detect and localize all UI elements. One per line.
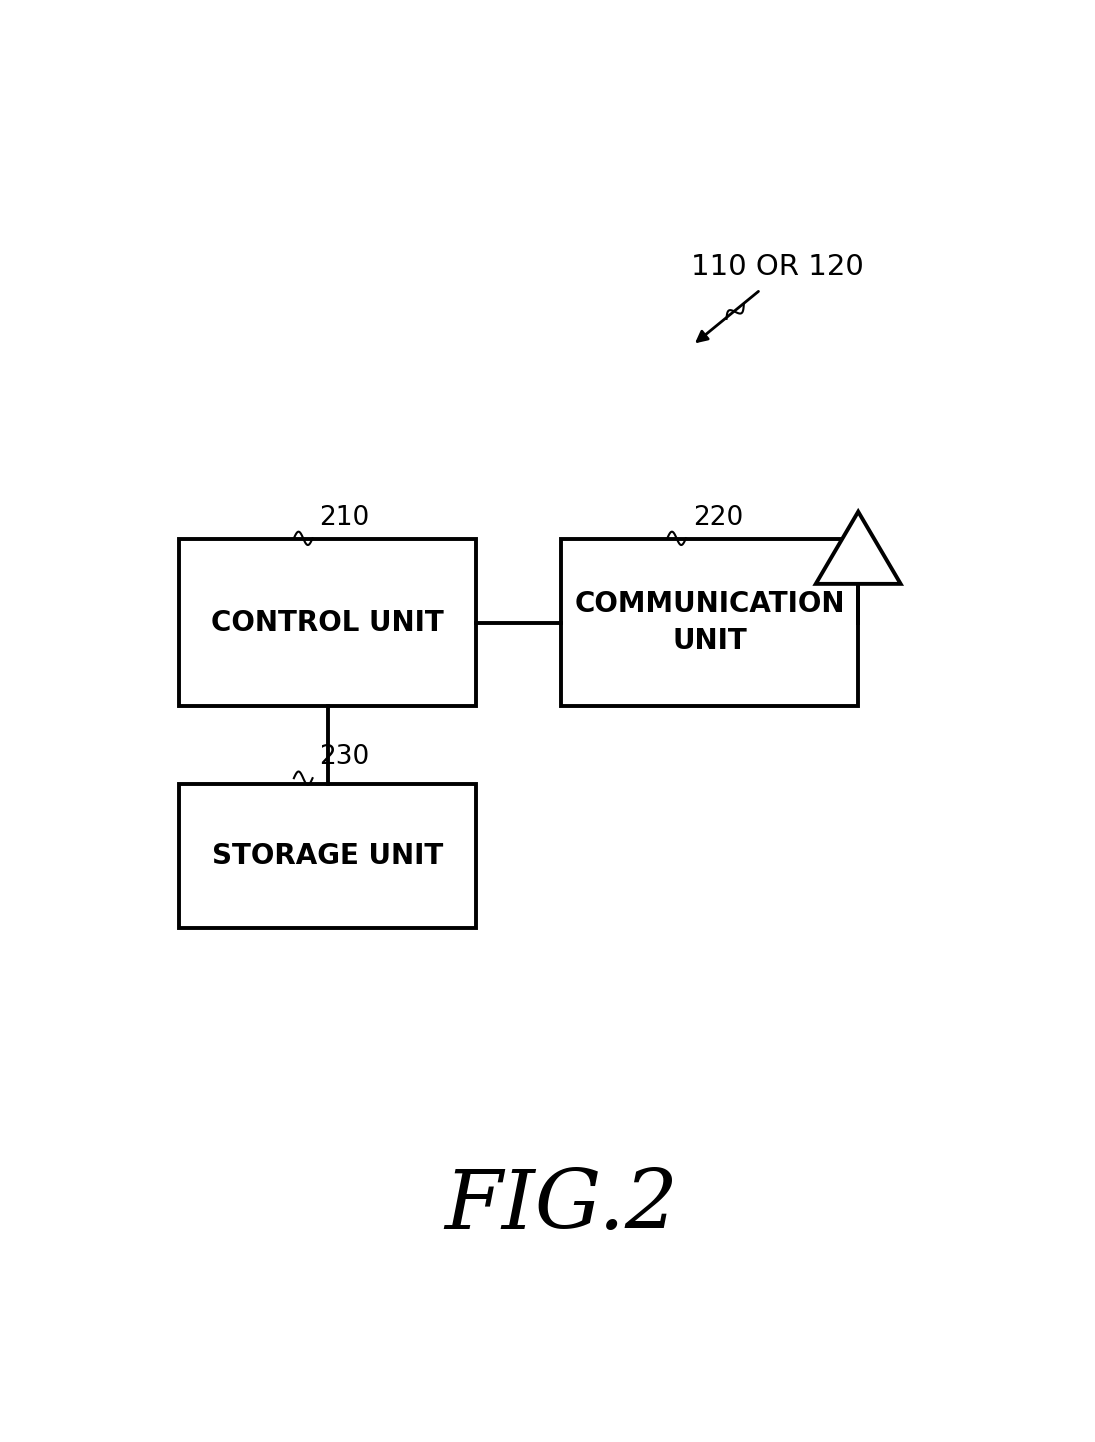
Text: STORAGE UNIT: STORAGE UNIT <box>212 842 443 870</box>
Bar <box>180 784 476 929</box>
Text: FIG.2: FIG.2 <box>445 1165 678 1246</box>
Text: 110 OR 120: 110 OR 120 <box>691 254 864 281</box>
Bar <box>180 539 476 707</box>
Text: 220: 220 <box>693 505 744 531</box>
Text: 230: 230 <box>320 744 370 770</box>
Polygon shape <box>816 512 900 584</box>
Bar <box>561 539 858 707</box>
Text: 210: 210 <box>320 505 370 531</box>
Text: CONTROL UNIT: CONTROL UNIT <box>211 609 445 637</box>
Text: COMMUNICATION
UNIT: COMMUNICATION UNIT <box>575 590 845 655</box>
